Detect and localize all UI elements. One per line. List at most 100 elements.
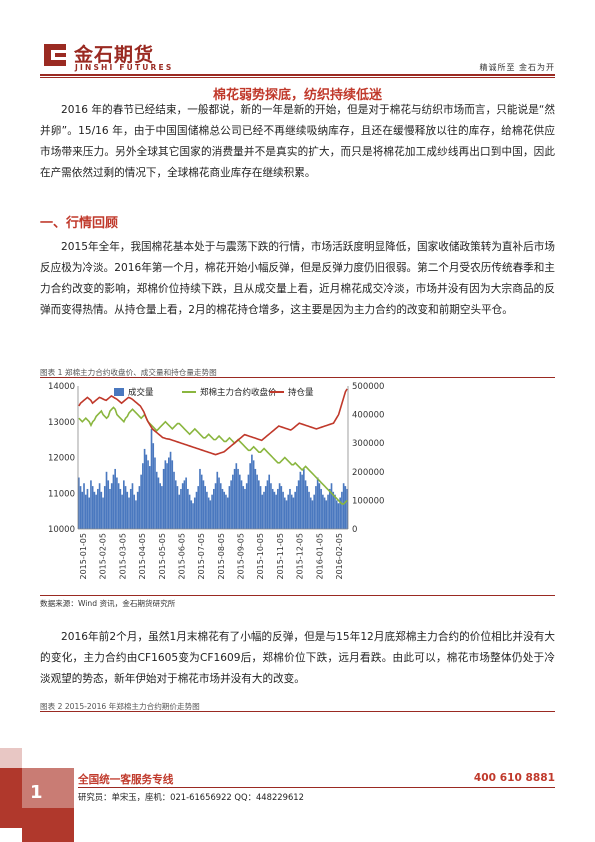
y-right-tick-label: 100000 [352,496,384,506]
volume-bar [294,491,296,529]
volume-bar [233,468,236,529]
x-tick-label: 2015-07-05 [197,533,206,580]
volume-bar [342,483,345,529]
volume-bar [251,454,253,529]
volume-bar [304,480,307,529]
volume-bar [90,480,92,529]
volume-bar [322,494,324,529]
volume-bar [330,483,333,529]
volume-bar [299,471,302,529]
volume-bar [277,488,279,529]
x-tick-label: 2015-12-05 [296,533,305,580]
volume-bar [254,468,257,529]
volume-bar [169,451,172,529]
volume-bar [148,466,151,529]
volume-bar [199,468,201,529]
volume-bar [221,488,224,529]
volume-bar [346,488,348,529]
volume-bar [164,460,167,529]
outlook-paragraph: 2016年前2个月，虽然1月末棉花有了小幅的反弹，但是与15年12月底郑棉主力合… [40,627,555,690]
y-right-tick-label: 400000 [352,411,384,421]
volume-bar [100,491,103,529]
volume-bar [235,463,238,529]
volume-bar [327,494,329,529]
volume-bar [162,468,165,529]
legend-entry: 郑棉主力合约收盘价 [200,387,277,398]
volume-bar [168,457,170,529]
y-left-tick-label: 14000 [48,382,75,392]
x-tick-label: 2015-04-05 [138,533,147,580]
volume-bar [268,474,271,529]
footer-decor-block [0,768,22,828]
volume-bar [323,497,326,529]
footer-decor-block [0,748,22,768]
volume-bar [157,477,160,529]
volume-bar [238,474,241,529]
volume-bar [150,428,153,529]
x-tick-label: 2016-01-05 [315,533,324,580]
volume-bar [103,486,106,529]
volume-bar [226,497,229,529]
page-number: 1 [30,782,43,803]
volume-bar [244,488,246,529]
volume-bar [145,454,148,529]
footer-decor-block [22,808,74,842]
hotline-label: 全国统一客服务专线 [78,774,174,786]
volume-bar [79,486,82,529]
volume-bar [187,488,189,529]
volume-bar [138,486,141,529]
researcher-contact: 研究员：单宋玉，座机：021-61656922 QQ：448229612 [78,792,304,802]
volume-bar [264,486,267,529]
volume-bar [332,491,335,529]
volume-bar [245,483,248,529]
x-tick-label: 2015-03-05 [118,533,127,580]
volume-bar [344,486,347,529]
y-right-tick-label: 200000 [352,468,384,478]
figure1-bottom-rule [40,595,555,596]
volume-bar [78,477,80,529]
volume-bar [308,491,310,529]
volume-bar [86,488,89,529]
legend-entry: 成交量 [128,387,154,398]
volume-bar [140,474,142,529]
volume-bar [195,491,198,529]
footer-divider [78,787,555,788]
figure2-caption: 图表 2 2015-2016 年郑棉主力合约期价走势图 [40,702,200,711]
volume-bar [131,483,134,529]
volume-bar [256,474,258,529]
figure2-caption-rule [40,711,555,712]
document-title: 棉花弱势探底，纺织持续低迷 [212,88,382,103]
volume-bar [143,448,146,529]
y-left-tick-label: 12000 [48,454,75,464]
volume-bar [252,460,255,529]
x-tick-label: 2016-02-05 [335,533,344,580]
volume-bar [114,468,116,529]
volume-bar [341,491,343,529]
intro-text: 2016 年的春节已经结束，一般都说，新的一年是新的开始，但是对于棉花与纺织市场… [40,104,555,179]
volume-bar [337,503,340,529]
volume-bars [78,428,348,529]
volume-bar [247,474,250,529]
volume-bar [320,488,322,529]
volume-bar [206,491,208,529]
volume-bar [283,497,286,529]
volume-bar [232,474,234,529]
volume-bar [313,494,316,529]
volume-bar [124,486,127,529]
volume-bar [81,491,84,529]
volume-bar [292,497,295,529]
x-tick-label: 2015-05-05 [158,533,167,580]
volume-bar [95,494,97,529]
volume-bar [270,483,272,529]
volume-bar [133,494,136,529]
volume-bar [240,480,243,529]
cotton-futures-chart: 10000 11000 12000 13000 14000 0 100000 200000 30… [40,378,555,596]
y-right-tick-label: 0 [352,525,357,535]
volume-bar [116,477,118,529]
outlook-text: 2016年前2个月，虽然1月末棉花有了小幅的反弹，但是与15年12月底郑棉主力合… [40,631,555,685]
volume-bar [142,463,144,529]
volume-bar [316,477,319,529]
chart-legend: 成交量 郑棉主力合约收盘价 持仓量 [114,387,314,398]
volume-bar [209,500,212,529]
volume-bar [271,488,274,529]
